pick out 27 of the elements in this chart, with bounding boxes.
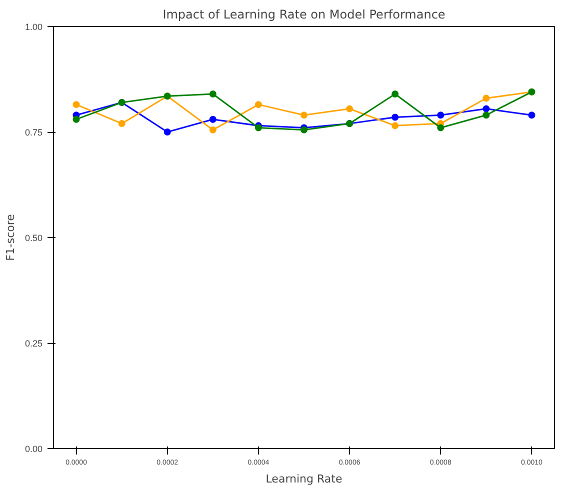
y-tick-label: 0.25 [24,338,43,348]
point [482,112,490,119]
y-tick-label: 0.75 [24,128,43,138]
point [300,112,308,119]
y-tick-label: 0.00 [24,444,43,454]
point [164,128,171,136]
point [482,94,490,102]
point [437,124,444,132]
point [392,90,399,98]
point [72,116,80,123]
point [528,112,536,119]
point [437,112,444,119]
point [118,120,126,128]
point [254,101,262,108]
y-tick-label: 1.00 [24,22,43,32]
point [72,101,80,108]
point [346,105,354,112]
x-axis-title: Learning Rate [266,472,342,486]
y-axis-title: F1-score [4,214,17,261]
point [209,116,216,123]
point [392,114,399,121]
chart-title: Impact of Learning Rate on Model Performance [162,8,446,22]
point [209,90,216,98]
point [209,126,216,134]
point [482,105,490,112]
point [392,122,399,130]
y-tick-label: 0.50 [24,233,43,243]
